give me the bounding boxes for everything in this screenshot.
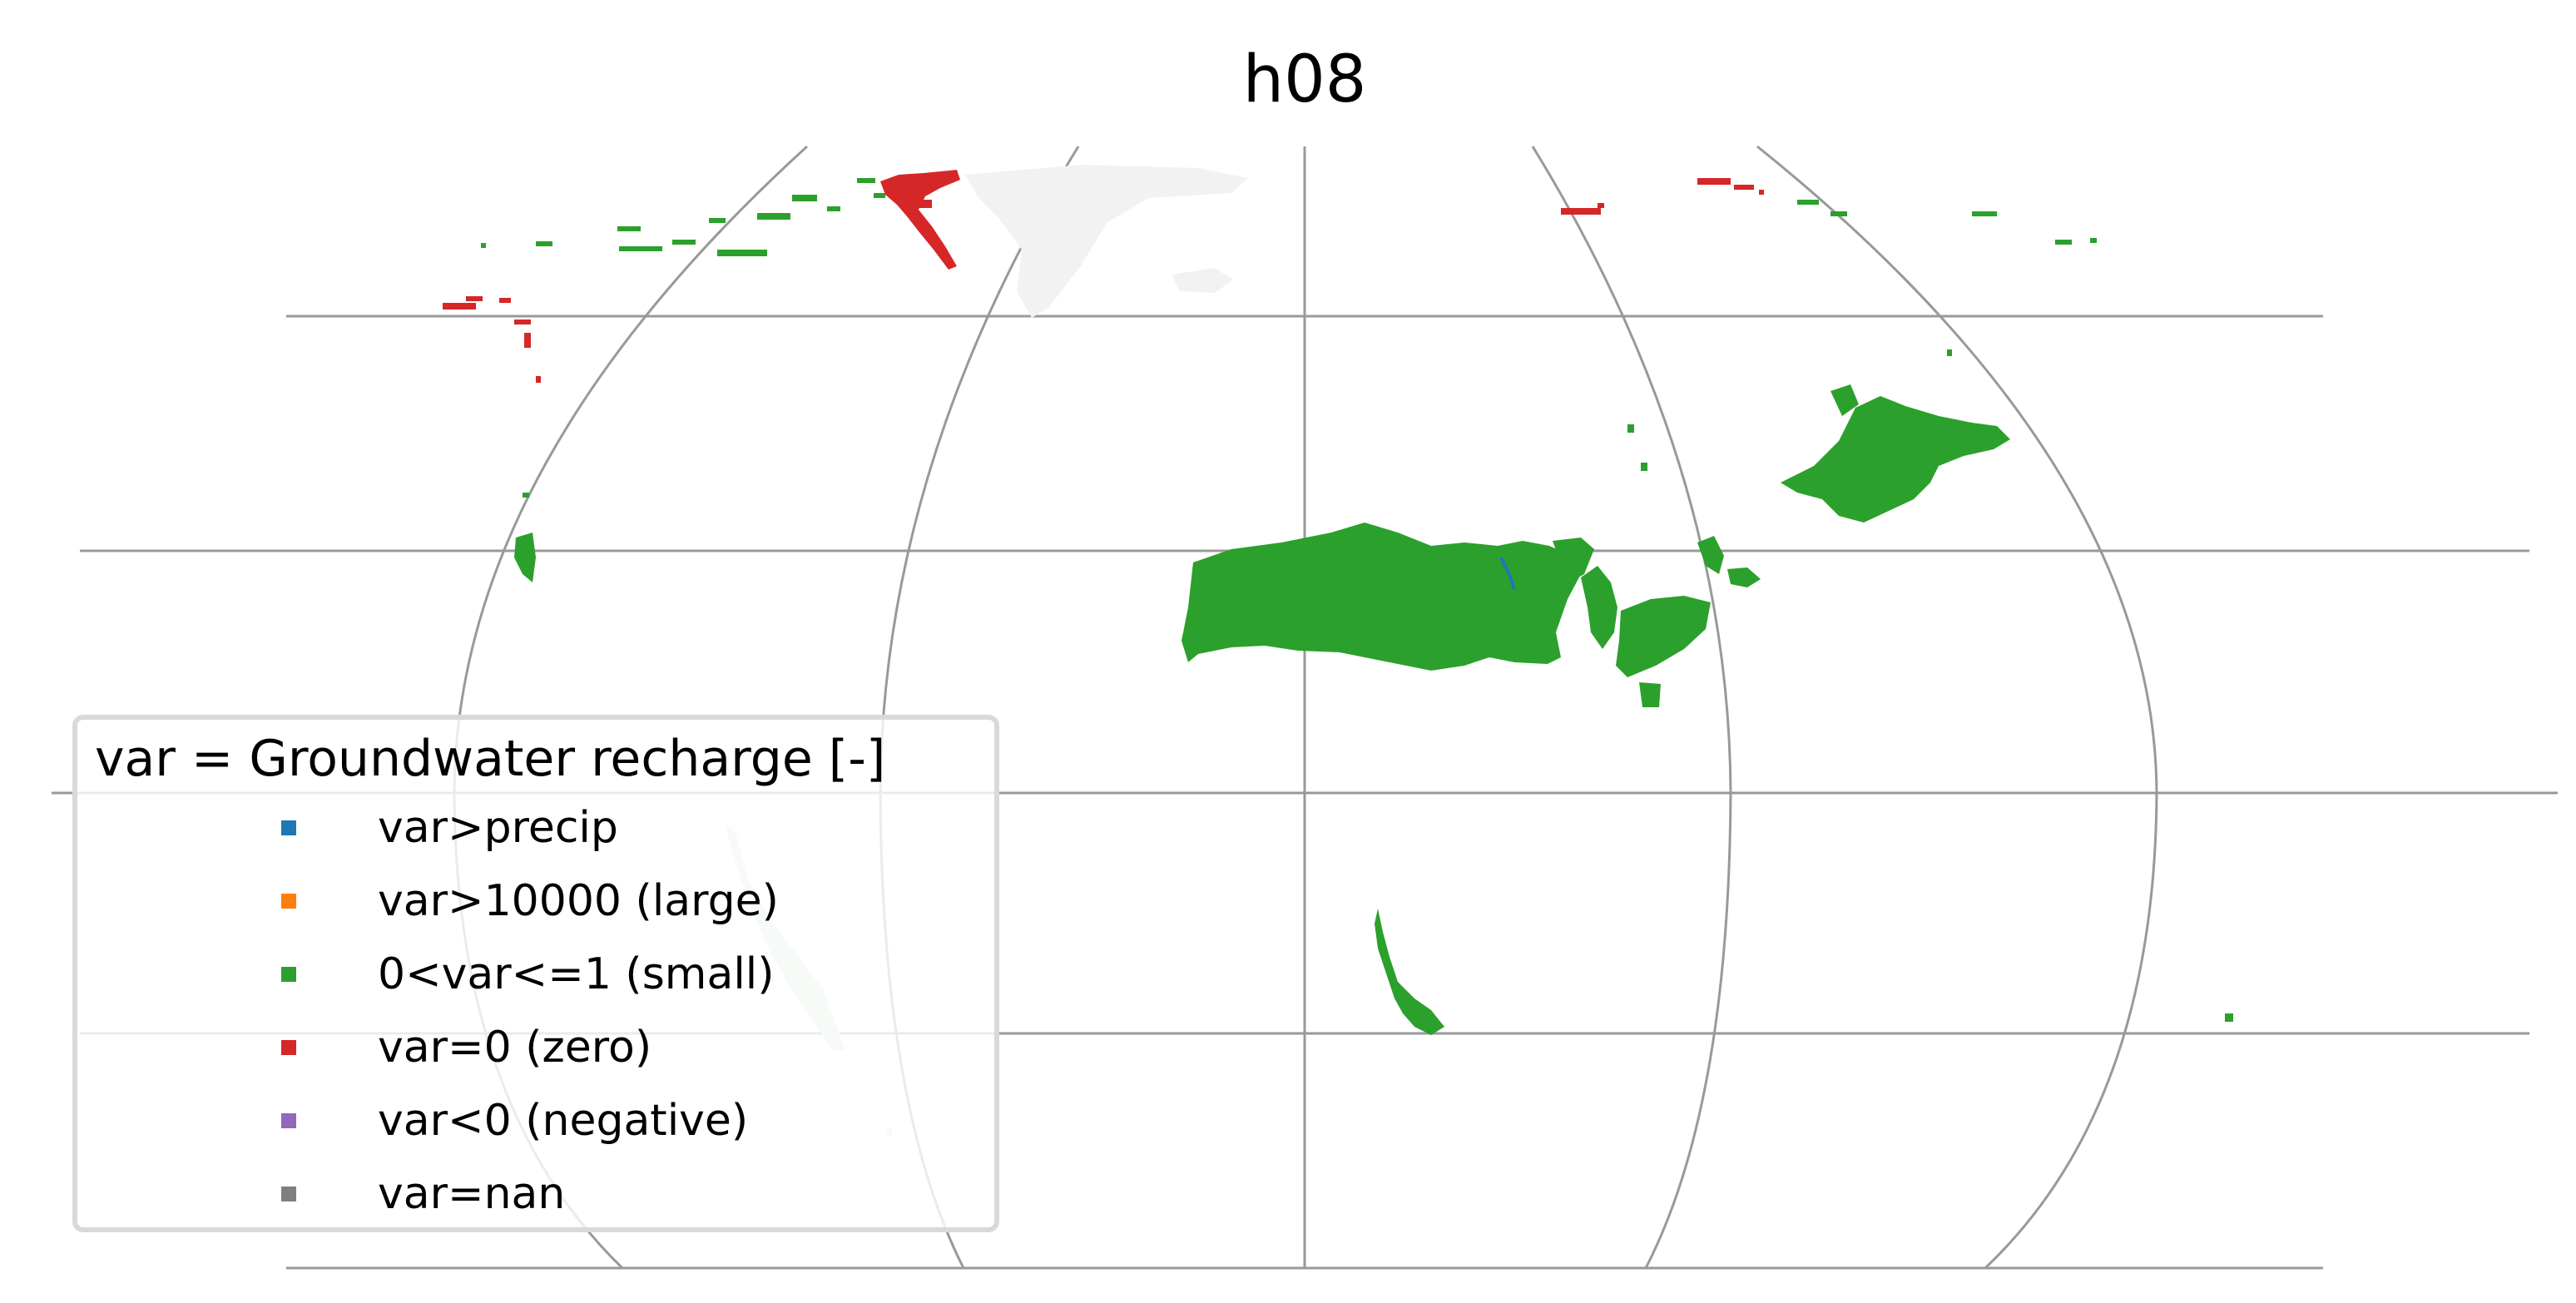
map-title: h08: [1243, 42, 1367, 117]
legend-label: 0<var<=1 (small): [378, 949, 775, 999]
legend-marker-var-large: [281, 894, 296, 909]
legend-label: var=nan: [378, 1169, 565, 1219]
legend-marker-var-zero: [281, 1040, 296, 1055]
greenland-landmass: [965, 165, 1248, 318]
legend: var = Groundwater recharge [-] var>preci…: [72, 715, 999, 1232]
legend-label: var<0 (negative): [378, 1096, 748, 1146]
region-exceeds-precip: [1499, 557, 1516, 590]
legend-box: [72, 715, 999, 1232]
legend-marker-var-nan: [281, 1187, 296, 1201]
legend-label: var=0 (zero): [378, 1023, 651, 1073]
legend-title: var = Groundwater recharge [-]: [95, 730, 885, 788]
legend-label: var>precip: [378, 803, 618, 853]
legend-label: var>10000 (large): [378, 876, 779, 926]
legend-marker-var-negative: [281, 1113, 296, 1128]
region-zero-recharge: [443, 170, 1764, 383]
meridian-line: [1756, 145, 2158, 1270]
legend-marker-var-small: [281, 967, 296, 982]
iceland-landmass: [1172, 268, 1233, 293]
region-small-recharge: [481, 178, 2233, 1035]
legend-marker-var-precip: [281, 820, 296, 835]
meridian-line: [1531, 146, 1732, 1269]
